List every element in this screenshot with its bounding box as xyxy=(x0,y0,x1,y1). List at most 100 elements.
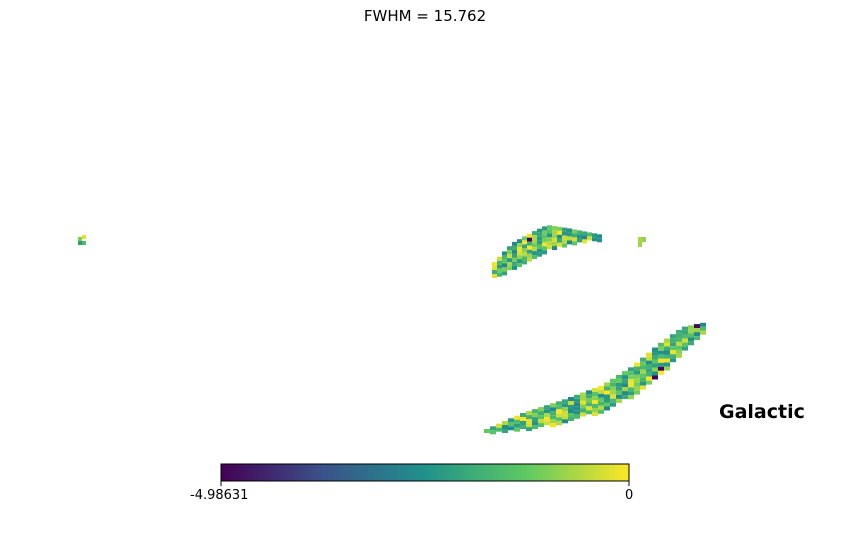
map-pixel xyxy=(664,358,670,363)
map-pixel xyxy=(490,430,496,435)
map-pixel xyxy=(492,274,497,278)
map-pixel xyxy=(580,400,586,405)
map-pixel xyxy=(512,241,517,246)
map-pixel xyxy=(542,246,547,251)
map-pixel xyxy=(592,400,598,404)
map-pixel xyxy=(598,401,604,406)
map-pixel xyxy=(550,419,556,424)
map-pixel xyxy=(497,268,502,273)
map-pixel xyxy=(628,367,634,372)
map-pixel xyxy=(507,266,512,271)
map-pixel xyxy=(542,242,547,247)
map-pixel xyxy=(502,255,507,260)
map-pixel xyxy=(562,399,568,404)
map-pixel xyxy=(532,243,537,248)
map-pixel xyxy=(592,237,597,242)
map-pixel xyxy=(580,392,586,397)
map-pixel xyxy=(580,408,586,413)
map-pixel xyxy=(526,427,532,432)
map-pixel xyxy=(574,414,580,419)
map-pixel xyxy=(544,421,550,426)
map-pixel xyxy=(522,260,527,265)
map-pixel xyxy=(502,429,508,433)
map-pixel xyxy=(640,385,646,390)
map-pixel xyxy=(646,372,652,377)
map-pixel xyxy=(522,244,527,249)
map-pixel xyxy=(508,418,514,423)
map-pixel xyxy=(547,245,552,250)
map-pixel xyxy=(526,423,532,428)
map-pixel xyxy=(580,412,586,417)
map-pixel xyxy=(532,409,538,414)
map-pixel xyxy=(688,329,694,334)
map-pixel xyxy=(646,368,652,373)
map-pixel xyxy=(622,387,628,392)
map-pixel xyxy=(586,410,592,415)
map-pixel xyxy=(497,272,502,277)
map-pixel xyxy=(628,391,634,396)
map-pixel xyxy=(568,413,574,417)
map-pixel xyxy=(586,394,592,399)
map-pixel xyxy=(652,359,658,364)
map-pixel xyxy=(527,249,532,254)
map-pixel xyxy=(514,423,520,428)
map-pixel xyxy=(610,394,616,399)
map-pixel xyxy=(552,230,557,235)
map-pixel xyxy=(562,415,568,420)
map-pixel xyxy=(598,393,604,398)
map-pixel xyxy=(562,239,567,244)
map-pixel xyxy=(592,388,598,392)
map-pixel xyxy=(522,252,527,257)
map-pixel xyxy=(664,350,670,355)
map-pixel xyxy=(507,258,512,263)
map-pixel xyxy=(658,366,664,371)
map-pixel xyxy=(616,378,622,383)
map-pixel xyxy=(646,376,652,381)
map-pixel xyxy=(547,237,552,242)
map-pixel xyxy=(592,233,597,238)
map-pixel xyxy=(670,334,676,339)
map-pixel xyxy=(694,328,700,333)
map-pixel xyxy=(542,238,547,243)
map-pixel xyxy=(520,413,526,417)
map-pixel xyxy=(544,413,550,418)
map-pixel xyxy=(682,346,688,351)
map-pixel xyxy=(700,330,706,335)
map-pixel xyxy=(550,407,556,412)
map-pixel xyxy=(562,407,568,412)
map-pixel xyxy=(640,369,646,374)
map-pixel xyxy=(610,402,616,407)
map-pixel xyxy=(497,256,502,261)
map-pixel xyxy=(610,378,616,383)
map-pixel xyxy=(507,254,512,259)
map-pixel xyxy=(616,390,622,395)
map-pixel xyxy=(688,325,694,330)
map-pixel xyxy=(568,409,574,413)
map-pixel xyxy=(577,230,582,235)
map-pixel xyxy=(592,392,598,396)
map-pixel xyxy=(544,417,550,422)
map-pixel xyxy=(557,242,562,247)
map-pixel xyxy=(520,417,526,421)
map-pixel xyxy=(586,402,592,407)
map-pixel xyxy=(598,389,604,394)
map-pixel xyxy=(517,239,522,244)
colorbar-max-label: 0 xyxy=(625,488,634,503)
map-pixel xyxy=(652,371,658,376)
map-pixel xyxy=(682,342,688,347)
map-pixel xyxy=(572,233,577,238)
map-pixel xyxy=(640,357,646,362)
map-pixel xyxy=(694,336,700,341)
map-pixel xyxy=(682,334,688,339)
map-pixel xyxy=(676,333,682,338)
map-pixel xyxy=(670,338,676,343)
map-pixel xyxy=(517,259,522,264)
map-pixel xyxy=(517,251,522,256)
map-pixel xyxy=(567,240,572,245)
map-pixel xyxy=(670,346,676,351)
map-pixel xyxy=(497,264,502,269)
map-pixel xyxy=(574,410,580,415)
map-pixel xyxy=(514,415,520,420)
map-pixel xyxy=(640,381,646,386)
